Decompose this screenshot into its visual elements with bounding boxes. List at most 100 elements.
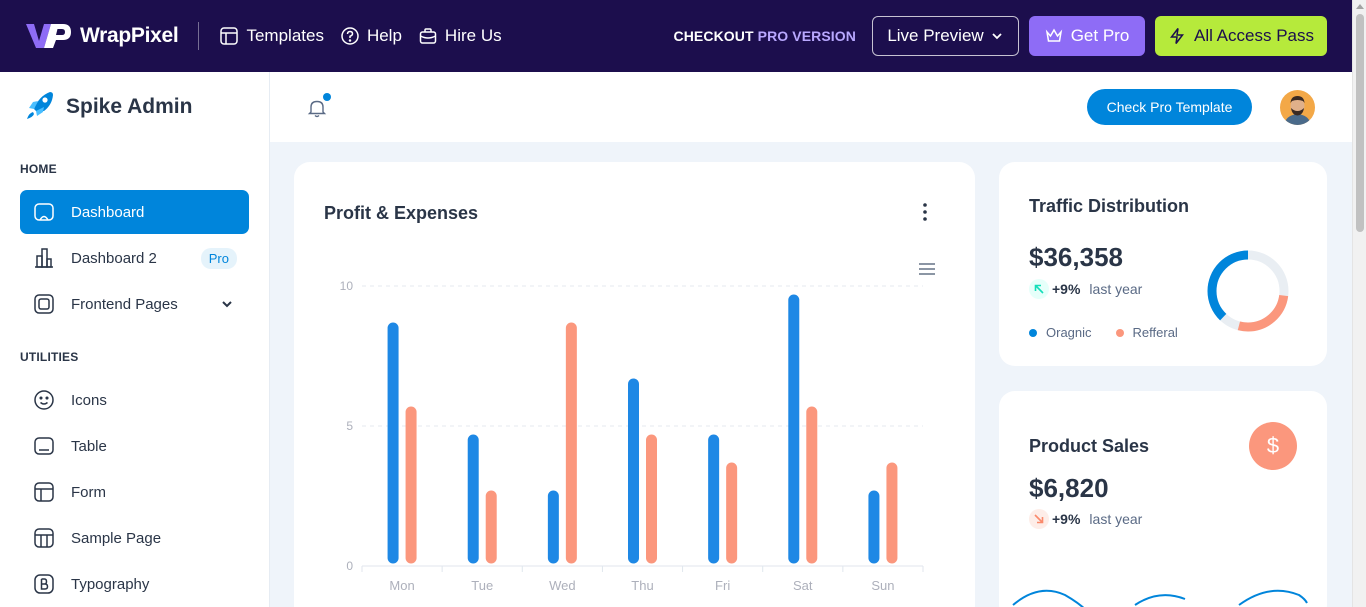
profit-expenses-chart: 0 5 10 Mon Tue Wed Thu Fri Sat Sun	[340, 279, 924, 593]
sidebar-item-label: Sample Page	[71, 529, 162, 547]
sidebar-item-label: Form	[71, 483, 106, 501]
sidebar-item-label: Dashboard	[71, 203, 145, 221]
hire-us-link[interactable]: Hire Us	[418, 26, 502, 46]
x-tick-label: Sun	[871, 578, 894, 593]
product-sales-card: Product Sales $ $6,820 +9% last year	[999, 391, 1327, 607]
help-icon	[341, 27, 359, 45]
arrow-down-right-icon	[1029, 509, 1049, 529]
sales-value: $6,820	[1029, 473, 1109, 503]
bolt-icon	[1169, 28, 1185, 44]
smiley-icon	[34, 390, 54, 410]
hire-us-label: Hire Us	[444, 26, 502, 45]
all-access-label: All Access Pass	[1194, 26, 1314, 45]
divider	[198, 22, 200, 50]
frontend-pages-icon	[34, 294, 54, 314]
spike-admin-title: Spike Admin	[66, 95, 193, 118]
dollar-icon: $	[1249, 422, 1297, 470]
sales-pct: +9%	[1052, 511, 1081, 527]
templates-icon	[220, 27, 239, 45]
checkout-pro-text: PRO VERSION	[757, 28, 856, 44]
live-preview-label: Live Preview	[887, 26, 984, 45]
sidebar-item-dashboard[interactable]: Dashboard	[20, 190, 249, 234]
wrappixel-brand[interactable]: WrapPixel	[24, 23, 179, 49]
x-tick-label: Fri	[715, 578, 730, 593]
sidebar-item-label: Table	[71, 437, 107, 455]
sidebar-item-icons[interactable]: Icons	[20, 378, 249, 422]
traffic-legend: Oragnic Refferal	[1029, 325, 1202, 340]
sidebar-item-table[interactable]: Table	[20, 424, 249, 468]
bell-icon[interactable]	[306, 97, 328, 119]
x-tick-label: Mon	[389, 578, 414, 593]
brand-name: WrapPixel	[80, 24, 179, 47]
buildings-icon	[35, 248, 53, 268]
traffic-trend: +9% last year	[1029, 279, 1142, 299]
product-sales-title: Product Sales	[1029, 436, 1150, 456]
templates-link[interactable]: Templates	[219, 26, 324, 46]
traffic-sub: last year	[1089, 281, 1143, 297]
legend-organic-label: Oragnic	[1046, 325, 1092, 340]
help-link[interactable]: Help	[340, 26, 402, 46]
chevron-down-icon	[222, 301, 232, 308]
sales-sub: last year	[1089, 511, 1143, 527]
legend-referral-label: Refferal	[1132, 325, 1178, 340]
live-preview-button[interactable]: Live Preview	[872, 16, 1019, 56]
more-vertical-icon[interactable]	[921, 202, 929, 222]
get-pro-label: Get Pro	[1070, 26, 1130, 45]
sidebar-item-dashboard-2[interactable]: Dashboard 2 Pro	[20, 236, 249, 280]
page-scrollbar[interactable]	[1352, 0, 1366, 607]
traffic-donut-chart	[1207, 250, 1289, 332]
form-icon	[34, 482, 54, 502]
dashboard-icon	[34, 203, 54, 221]
wrappixel-logo-icon	[26, 24, 71, 48]
notification-dot	[323, 93, 331, 101]
sidebar-item-label: Dashboard 2	[71, 249, 157, 267]
legend-organic: Oragnic	[1029, 325, 1092, 340]
y-tick-label: 10	[340, 279, 354, 293]
promo-topbar: WrapPixel Templates Help Hire Us CHECKOU…	[0, 0, 1352, 72]
sidebar-item-typography[interactable]: Typography	[20, 562, 249, 606]
crown-icon	[1045, 28, 1062, 42]
traffic-value: $36,358	[1029, 242, 1123, 272]
x-tick-label: Wed	[549, 578, 576, 593]
user-avatar-icon	[1280, 90, 1315, 125]
checkout-pro-link[interactable]: CHECKOUT PRO VERSION	[674, 28, 856, 44]
sales-trend: +9% last year	[1029, 509, 1142, 529]
table-icon	[34, 437, 54, 455]
y-tick-label: 5	[346, 419, 353, 433]
spike-admin-brand[interactable]: Spike Admin	[0, 72, 269, 142]
profit-expenses-card: Profit & Expenses 0 5 10 Mon Tue Wed Thu Fri Sat…	[294, 162, 975, 607]
sidebar-item-sample-page[interactable]: Sample Page	[20, 516, 249, 560]
sidebar-item-label: Icons	[71, 391, 107, 409]
check-pro-template-button[interactable]: Check Pro Template	[1087, 89, 1252, 125]
all-access-pass-button[interactable]: All Access Pass	[1155, 16, 1327, 56]
x-tick-label: Tue	[471, 578, 493, 593]
checkout-prefix: CHECKOUT	[673, 28, 754, 44]
sidebar-item-form[interactable]: Form	[20, 470, 249, 514]
traffic-distribution-card: Traffic Distribution $36,358 +9% last ye…	[999, 162, 1327, 366]
legend-referral: Refferal	[1115, 325, 1178, 340]
traffic-distribution-title: Traffic Distribution	[1029, 196, 1190, 216]
avatar[interactable]	[1280, 90, 1315, 125]
sidebar-item-label: Frontend Pages	[71, 295, 178, 313]
help-label: Help	[366, 26, 402, 45]
donut-organic-slice	[1207, 250, 1289, 332]
sample-page-icon	[34, 528, 54, 548]
chart-menu-icon[interactable]	[918, 262, 936, 276]
section-caption-utilities: UTILITIES	[20, 350, 79, 364]
briefcase-icon	[419, 28, 437, 44]
get-pro-button[interactable]: Get Pro	[1029, 16, 1145, 56]
donut-referral-slice	[1207, 250, 1289, 332]
scroll-up-arrow-icon[interactable]	[1356, 4, 1364, 9]
templates-label: Templates	[246, 26, 324, 45]
chevron-down-icon	[992, 33, 1002, 40]
sidebar-item-label: Typography	[71, 575, 150, 593]
sidebar-item-frontend-pages[interactable]: Frontend Pages	[20, 282, 249, 326]
profit-expenses-title: Profit & Expenses	[324, 203, 479, 223]
app-header: Check Pro Template	[270, 72, 1352, 142]
pro-badge: Pro	[200, 247, 237, 269]
section-caption-home: HOME	[20, 162, 57, 176]
typography-icon	[34, 574, 54, 594]
traffic-pct: +9%	[1052, 281, 1081, 297]
rocket-logo-icon	[27, 92, 53, 119]
scroll-thumb[interactable]	[1356, 14, 1364, 232]
